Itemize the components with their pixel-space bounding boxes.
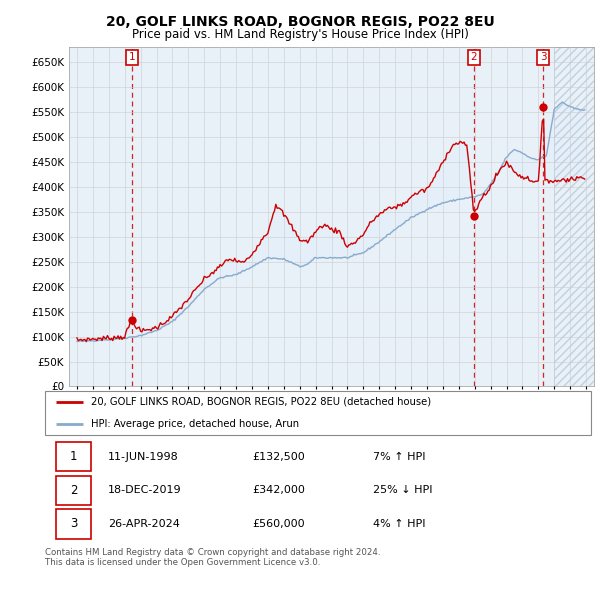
FancyBboxPatch shape [56,509,91,539]
FancyBboxPatch shape [45,391,591,435]
Text: 1: 1 [128,52,135,62]
FancyBboxPatch shape [56,442,91,471]
Text: £342,000: £342,000 [253,486,305,495]
Text: 2: 2 [471,52,478,62]
Text: 1: 1 [70,450,77,463]
Text: £560,000: £560,000 [253,519,305,529]
Text: 26-APR-2024: 26-APR-2024 [108,519,179,529]
Text: 3: 3 [70,517,77,530]
FancyBboxPatch shape [56,476,91,505]
Text: 20, GOLF LINKS ROAD, BOGNOR REGIS, PO22 8EU (detached house): 20, GOLF LINKS ROAD, BOGNOR REGIS, PO22 … [91,396,431,407]
Text: 2: 2 [70,484,77,497]
Text: 25% ↓ HPI: 25% ↓ HPI [373,486,432,495]
Text: 3: 3 [540,52,547,62]
Text: £132,500: £132,500 [253,452,305,462]
Text: 4% ↑ HPI: 4% ↑ HPI [373,519,425,529]
Text: HPI: Average price, detached house, Arun: HPI: Average price, detached house, Arun [91,419,299,429]
Text: 11-JUN-1998: 11-JUN-1998 [108,452,179,462]
Text: 20, GOLF LINKS ROAD, BOGNOR REGIS, PO22 8EU: 20, GOLF LINKS ROAD, BOGNOR REGIS, PO22 … [106,15,494,29]
Text: 7% ↑ HPI: 7% ↑ HPI [373,452,425,462]
Text: Contains HM Land Registry data © Crown copyright and database right 2024.
This d: Contains HM Land Registry data © Crown c… [45,548,380,567]
Text: 18-DEC-2019: 18-DEC-2019 [108,486,181,495]
Text: Price paid vs. HM Land Registry's House Price Index (HPI): Price paid vs. HM Land Registry's House … [131,28,469,41]
